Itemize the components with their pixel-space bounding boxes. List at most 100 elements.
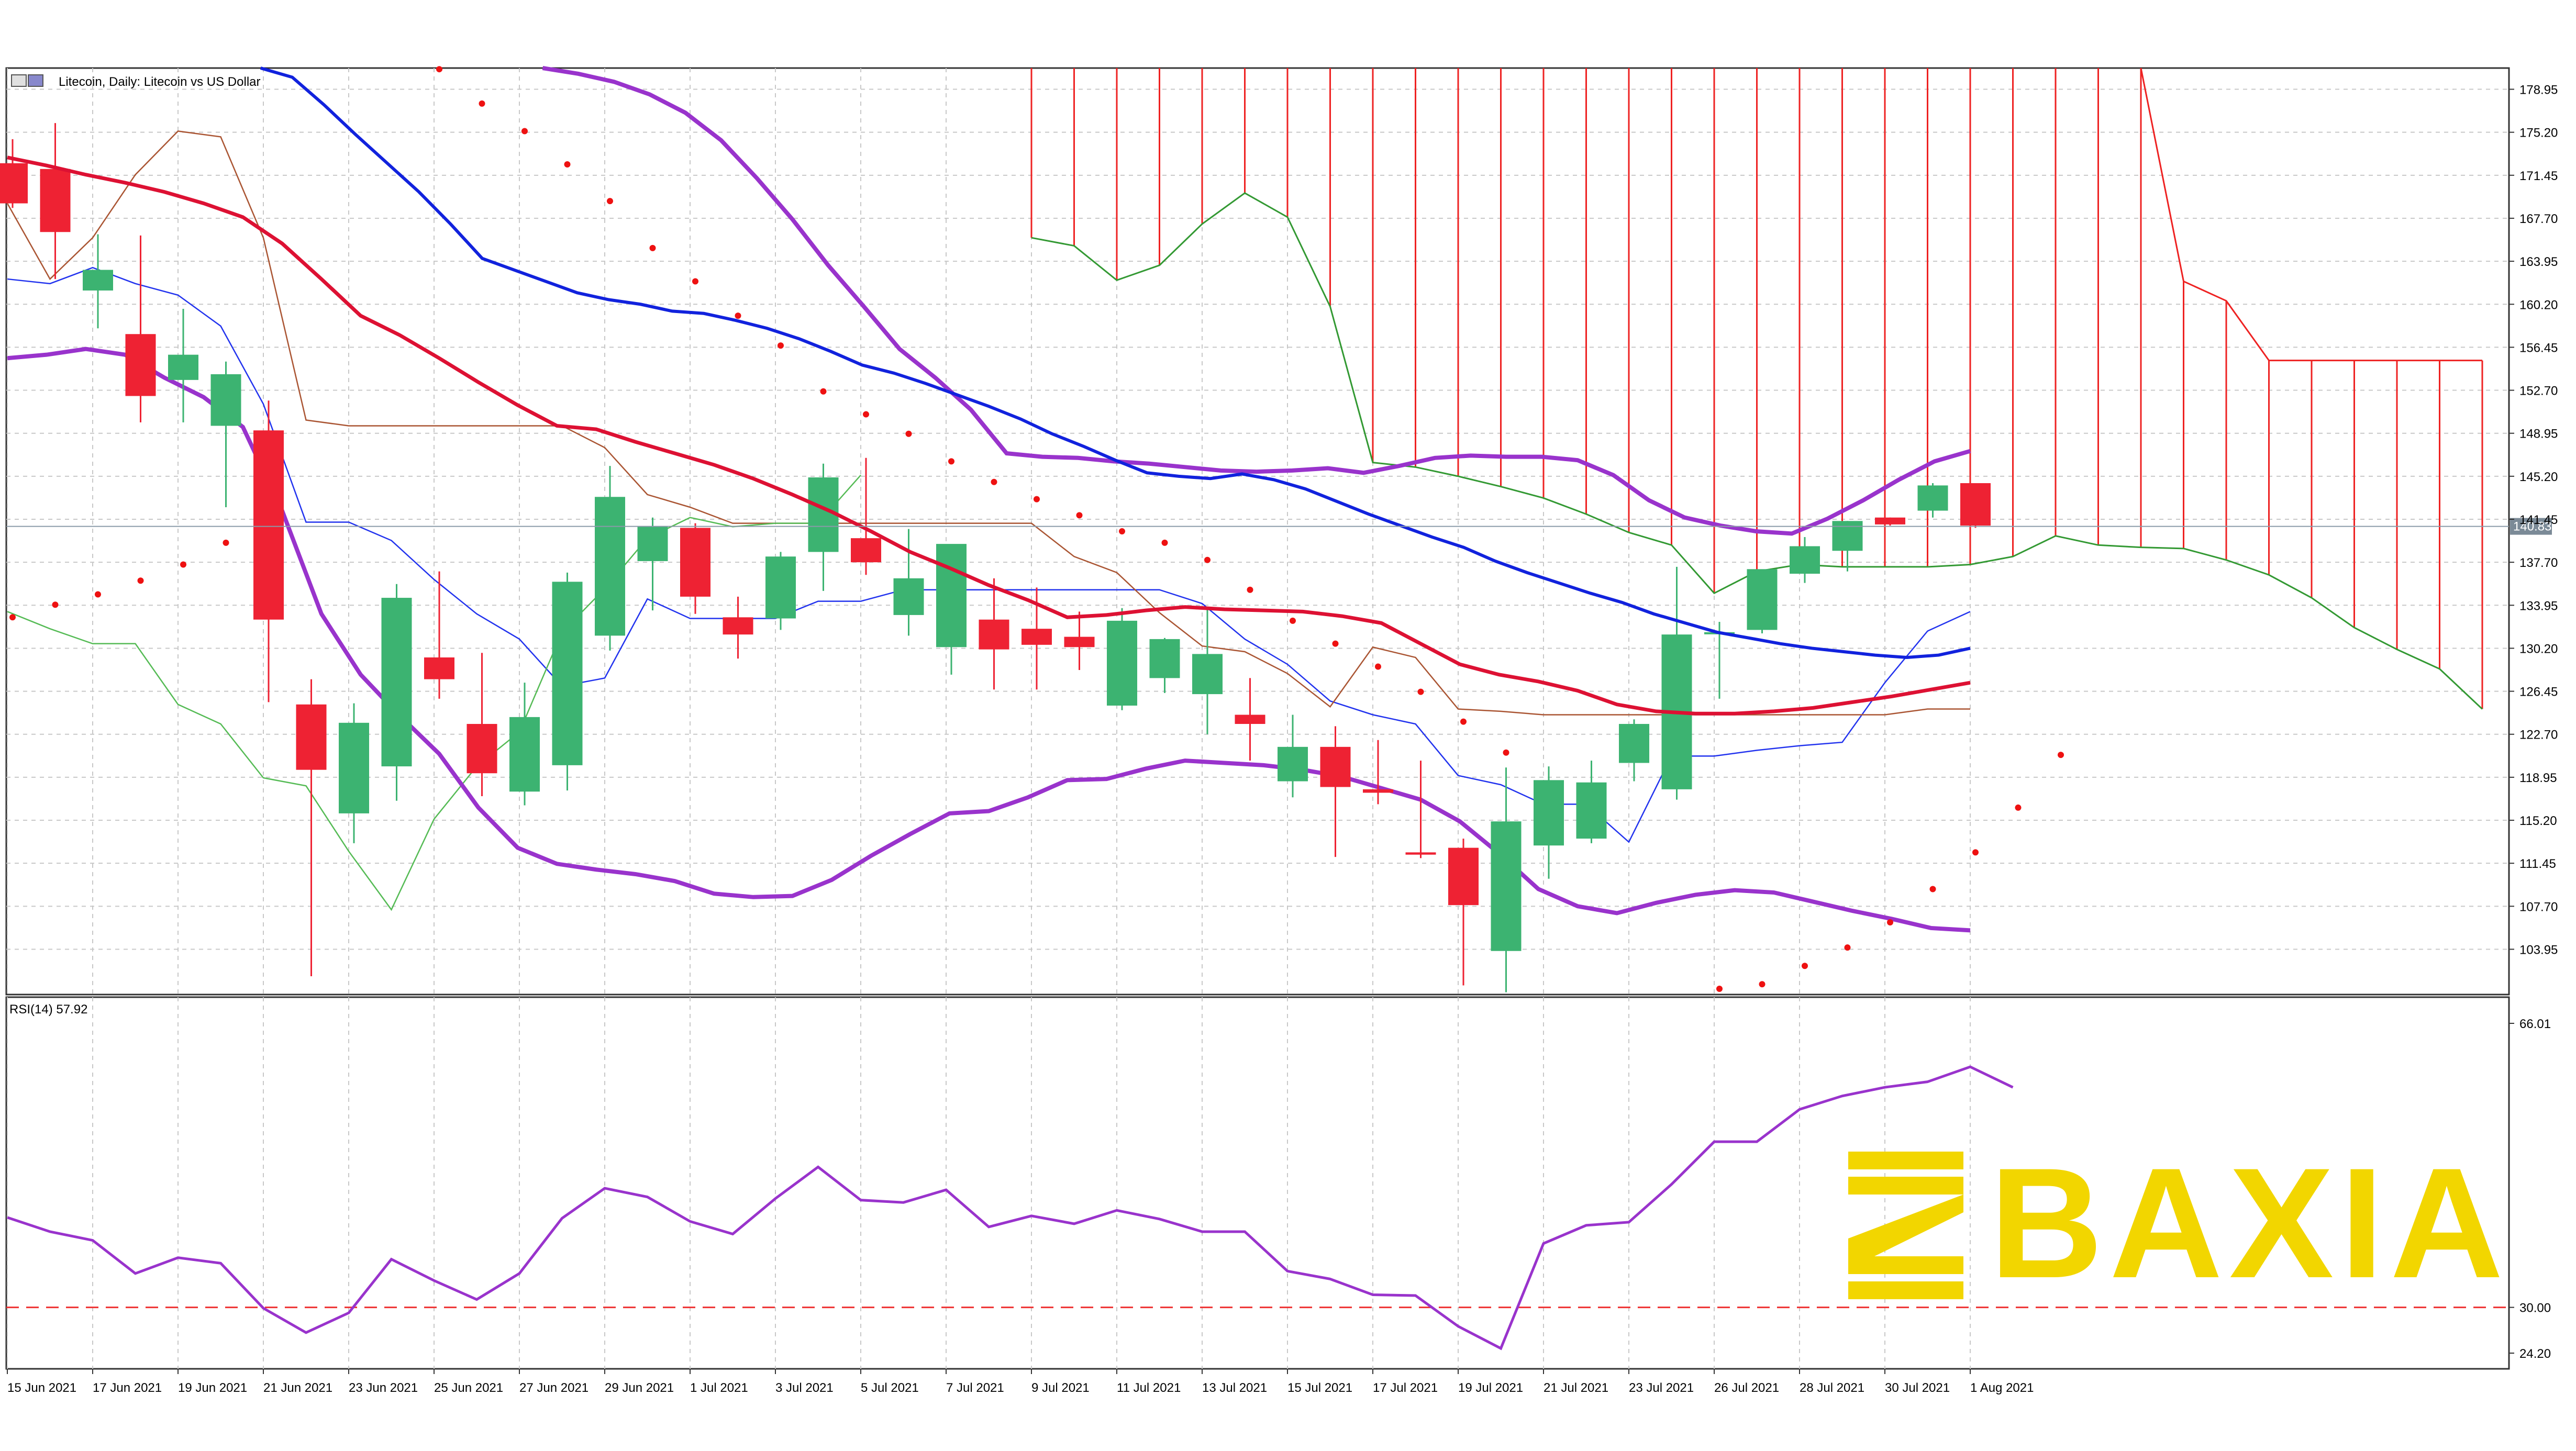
sar-dot — [436, 66, 442, 73]
bear-candle — [125, 334, 156, 396]
chikou-span-line — [7, 474, 861, 911]
indicator-lines — [6, 66, 2483, 933]
sar-dot — [1332, 640, 1339, 647]
x-tick-label: 19 Jun 2021 — [178, 1381, 247, 1395]
tenkan-sen-line — [7, 266, 1971, 843]
bear-candle — [1064, 637, 1095, 648]
bull-candle — [1107, 620, 1137, 706]
chart-header: Litecoin, Daily: Litecoin vs US Dollar R… — [9, 74, 261, 1017]
bull-candle — [168, 354, 198, 380]
bear-candle — [1448, 847, 1479, 906]
y-tick-label: 152.70 — [2519, 384, 2558, 398]
fast-moving-average-line — [7, 155, 1971, 716]
y-tick-label: 130.20 — [2519, 642, 2558, 656]
x-tick-label: 30 Jul 2021 — [1885, 1381, 1950, 1395]
sar-dot — [991, 478, 997, 485]
y-tick-label: 167.70 — [2519, 212, 2558, 226]
rsi-y-tick-label: 30.00 — [2519, 1301, 2551, 1315]
bear-candle — [1021, 629, 1052, 645]
bull-candle — [637, 527, 668, 561]
bear-candle — [424, 657, 454, 679]
bull-candle — [1491, 821, 1522, 951]
bear-candle — [40, 169, 71, 232]
bull-candle — [893, 578, 924, 615]
bull-candle — [936, 544, 967, 648]
y-tick-label: 107.70 — [2519, 900, 2558, 914]
chart-title: Litecoin, Daily: Litecoin vs US Dollar — [59, 75, 261, 89]
bear-candle — [296, 704, 327, 770]
sar-dot — [1247, 586, 1253, 593]
x-tick-label: 25 Jun 2021 — [434, 1381, 503, 1395]
sar-dot — [479, 100, 485, 107]
grid — [6, 68, 2509, 1369]
x-tick-label: 27 Jun 2021 — [519, 1381, 589, 1395]
baxia-logo-text: BAXIA — [1990, 1135, 2510, 1311]
rsi-title: RSI(14) 57.92 — [9, 1002, 87, 1017]
y-tick-label: 118.95 — [2519, 771, 2557, 785]
sar-dot — [1119, 528, 1125, 534]
sar-dot — [223, 539, 229, 546]
y-tick-label: 133.95 — [2519, 599, 2558, 613]
x-tick-label: 23 Jul 2021 — [1629, 1381, 1694, 1395]
bull-candle — [1576, 782, 1607, 839]
x-tick-label: 19 Jul 2021 — [1458, 1381, 1523, 1395]
bollinger-upper-line — [542, 66, 1971, 536]
x-tick-label: 17 Jun 2021 — [93, 1381, 162, 1395]
x-tick-label: 21 Jul 2021 — [1544, 1381, 1608, 1395]
bull-candle — [1278, 746, 1308, 782]
chart-window-icon — [11, 74, 27, 87]
sar-dot — [1759, 981, 1766, 988]
sar-dot — [735, 312, 741, 319]
y-tick-label: 122.70 — [2519, 728, 2558, 742]
sar-dot — [1802, 963, 1808, 969]
sar-dot — [1887, 919, 1893, 925]
x-tick-label: 15 Jun 2021 — [7, 1381, 76, 1395]
sar-dot — [1844, 944, 1851, 951]
x-tick-label: 9 Jul 2021 — [1031, 1381, 1090, 1395]
bull-candle — [1619, 724, 1649, 763]
sar-dot — [95, 591, 101, 598]
x-tick-label: 17 Jul 2021 — [1373, 1381, 1438, 1395]
y-tick-label: 163.95 — [2519, 255, 2558, 269]
rsi-y-tick-label: 24.20 — [2519, 1347, 2551, 1361]
sar-dot — [1161, 539, 1168, 546]
rsi-line — [7, 1065, 2014, 1350]
y-tick-label: 175.20 — [2519, 126, 2558, 140]
bear-candle — [851, 538, 881, 563]
sar-dot — [1460, 718, 1467, 725]
y-tick-label: 178.95 — [2519, 83, 2558, 97]
sar-dot — [2058, 752, 2064, 758]
sar-dot — [180, 561, 186, 568]
bull-candle — [210, 374, 241, 426]
x-tick-label: 1 Jul 2021 — [690, 1381, 748, 1395]
sar-dot — [948, 458, 954, 465]
sar-dot — [1417, 688, 1424, 695]
sar-dot — [649, 244, 656, 251]
candles — [0, 123, 1991, 992]
current-price-tag — [2510, 518, 2552, 535]
y-axis: 178.95 175.20 171.45 167.70 163.95 160.20 156.… — [2509, 83, 2558, 957]
bull-candle — [1832, 521, 1863, 551]
sar-dot — [2015, 804, 2022, 811]
bull-candle — [765, 556, 796, 619]
bull-candle — [1149, 639, 1180, 678]
baxia-mark-icon — [1848, 1152, 1963, 1299]
kijun-sen-line — [6, 130, 1970, 716]
bull-candle — [595, 497, 625, 636]
sar-dot — [1290, 617, 1296, 624]
sar-dot — [1034, 496, 1040, 503]
y-tick-label: 115.20 — [2519, 814, 2557, 828]
sar-dot — [607, 198, 613, 205]
x-tick-label: 1 Aug 2021 — [1970, 1381, 2034, 1395]
rsi-y-tick-label: 66.01 — [2519, 1017, 2551, 1031]
ichimoku-span-a-line — [2140, 68, 2482, 362]
current-price-label: 140.83 — [2513, 520, 2551, 534]
bear-candle — [979, 619, 1009, 650]
x-tick-label: 15 Jul 2021 — [1287, 1381, 1352, 1395]
bull-candle — [1747, 569, 1778, 630]
x-tick-label: 13 Jul 2021 — [1202, 1381, 1267, 1395]
sar-dot — [820, 388, 827, 395]
y-tick-label: 111.45 — [2519, 857, 2556, 871]
bear-candle — [723, 617, 753, 635]
